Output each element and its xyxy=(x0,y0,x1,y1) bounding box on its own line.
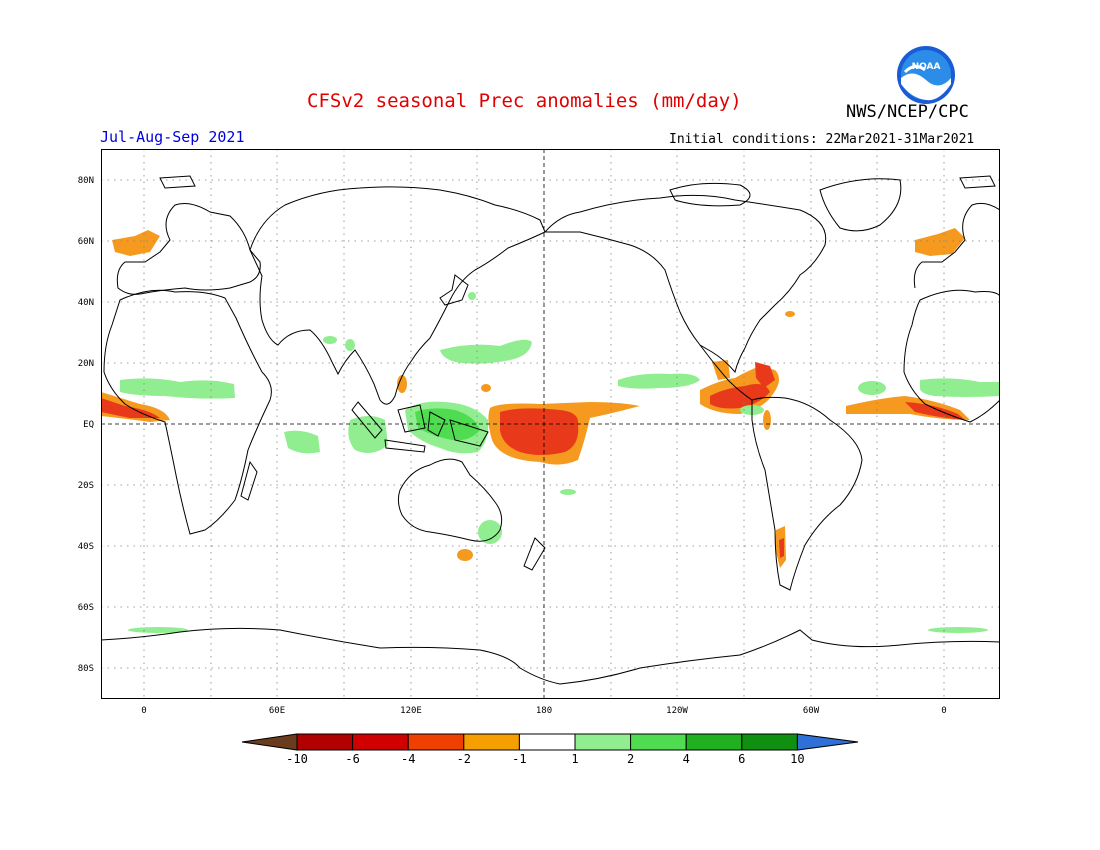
colorbar-segment xyxy=(296,733,354,751)
colorbar-label: 2 xyxy=(627,752,634,766)
colorbar-segment xyxy=(518,733,576,751)
europe-east-coastline xyxy=(913,202,1000,289)
lat-label: 60S xyxy=(78,603,94,613)
colorbar-label: -4 xyxy=(401,752,415,766)
tasmania-dry-anomaly xyxy=(457,549,473,561)
map-content xyxy=(101,149,1000,699)
colorbar-arrow-left xyxy=(241,733,298,751)
lat-label: 40S xyxy=(78,542,94,552)
australia-coastline xyxy=(397,458,503,542)
colorbar-segment xyxy=(574,733,632,751)
atlantic-small-dry-anomaly xyxy=(785,311,795,317)
antarctica-coastline xyxy=(101,627,1000,685)
sahel-wet-anomaly-east xyxy=(920,378,1000,397)
colorbar-segment xyxy=(352,733,409,751)
china-wet-anomaly xyxy=(468,292,476,300)
indonesia-coastline xyxy=(351,401,489,453)
central-pacific-strong-dry-anomaly xyxy=(500,408,579,455)
colorbar-segment xyxy=(463,733,520,751)
indian-ocean-east-wet-anomaly xyxy=(348,416,388,454)
latitude-labels: 80N 60N 40N 20N EQ 20S 40S 60S 80S xyxy=(78,176,94,674)
colorbar-label: 6 xyxy=(738,752,745,766)
longitude-labels: 0 60E 120E 180 120W 60W 0 xyxy=(141,706,946,716)
southern-ocean-wet-anomaly xyxy=(128,627,188,633)
colorbar-segment xyxy=(741,733,798,751)
philippines-dry-anomaly xyxy=(397,375,407,393)
lon-label: 120W xyxy=(666,706,688,716)
greenland-coastline xyxy=(819,178,902,232)
colorbar-label: 4 xyxy=(683,752,690,766)
colorbar-label: -1 xyxy=(512,752,526,766)
india-wet-anomaly xyxy=(345,339,355,351)
lat-label: EQ xyxy=(83,420,94,430)
bay-of-bengal-wet-anomaly xyxy=(323,336,337,344)
caribbean-dry-anomaly xyxy=(755,362,775,388)
scandinavia-dry-anomaly xyxy=(112,230,160,256)
lon-label: 60W xyxy=(803,706,820,716)
new-zealand-coastline xyxy=(523,537,546,571)
madagascar-coastline xyxy=(240,460,258,501)
colorbar-label: 10 xyxy=(790,752,804,766)
colorbar-segment xyxy=(685,733,743,751)
sahel-wet-anomaly xyxy=(120,378,235,399)
coastlines xyxy=(101,175,1000,685)
africa-coastline xyxy=(103,289,272,535)
lon-label: 120E xyxy=(400,706,422,716)
pacific-small-wet-anomaly xyxy=(560,489,576,495)
andes-dry-anomaly xyxy=(763,410,771,430)
central-america-strong-dry-anomaly xyxy=(710,384,770,409)
gulf-of-guinea-strong-dry-anomaly xyxy=(101,398,160,418)
colorbar-arrow-right xyxy=(796,733,859,751)
atlantic-wet-anomaly xyxy=(858,381,886,395)
pacific-small-dry-anomaly xyxy=(481,384,491,392)
north-pacific-wet-anomaly xyxy=(440,339,532,364)
colorbar-label: -6 xyxy=(345,752,359,766)
japan-coastline xyxy=(439,274,469,306)
colorbar-segment xyxy=(407,733,465,751)
initial-conditions-label: Initial conditions: 22Mar2021-31Mar2021 xyxy=(669,132,975,147)
scandinavia-dry-anomaly-east xyxy=(915,228,965,256)
lat-label: 80N xyxy=(78,176,94,186)
indian-ocean-wet-anomaly xyxy=(284,430,320,454)
asia-coastline xyxy=(249,186,546,405)
lat-label: 40N xyxy=(78,298,94,308)
lon-label: 60E xyxy=(269,706,285,716)
lon-label: 0 xyxy=(941,706,946,716)
lon-label: 180 xyxy=(536,706,552,716)
lat-label: 60N xyxy=(78,237,94,247)
colorbar-label: -10 xyxy=(286,752,308,766)
logo-text: NOAA xyxy=(912,62,941,72)
south-america-coastline xyxy=(751,396,863,591)
lat-label: 20N xyxy=(78,359,94,369)
colorbar-label: -2 xyxy=(457,752,471,766)
noaa-logo: NOAA xyxy=(897,46,955,104)
central-america-coastline xyxy=(699,344,753,401)
chile-strong-dry-anomaly xyxy=(779,538,784,558)
agency-label: NWS/NCEP/CPC xyxy=(846,102,969,122)
southern-ocean-wet-anomaly-east xyxy=(928,627,988,633)
africa-east-coastline xyxy=(903,289,1000,423)
lat-label: 20S xyxy=(78,481,94,491)
map-title: CFSv2 seasonal Prec anomalies (mm/day) xyxy=(307,90,742,112)
mexico-dry-anomaly xyxy=(712,360,730,380)
australia-se-wet-anomaly xyxy=(478,520,502,544)
reference-lines xyxy=(101,149,1000,699)
colorbar: -10 -6 -4 -2 -1 1 2 4 6 10 xyxy=(241,733,859,766)
arctic-islands-coastline xyxy=(159,175,996,207)
graticule xyxy=(101,149,1000,699)
season-label: Jul-Aug-Sep 2021 xyxy=(100,128,245,146)
east-pacific-wet-anomaly xyxy=(618,373,700,389)
lat-label: 80S xyxy=(78,664,94,674)
lon-label: 0 xyxy=(141,706,146,716)
colorbar-segment xyxy=(630,733,687,751)
colorbar-label: 1 xyxy=(571,752,578,766)
